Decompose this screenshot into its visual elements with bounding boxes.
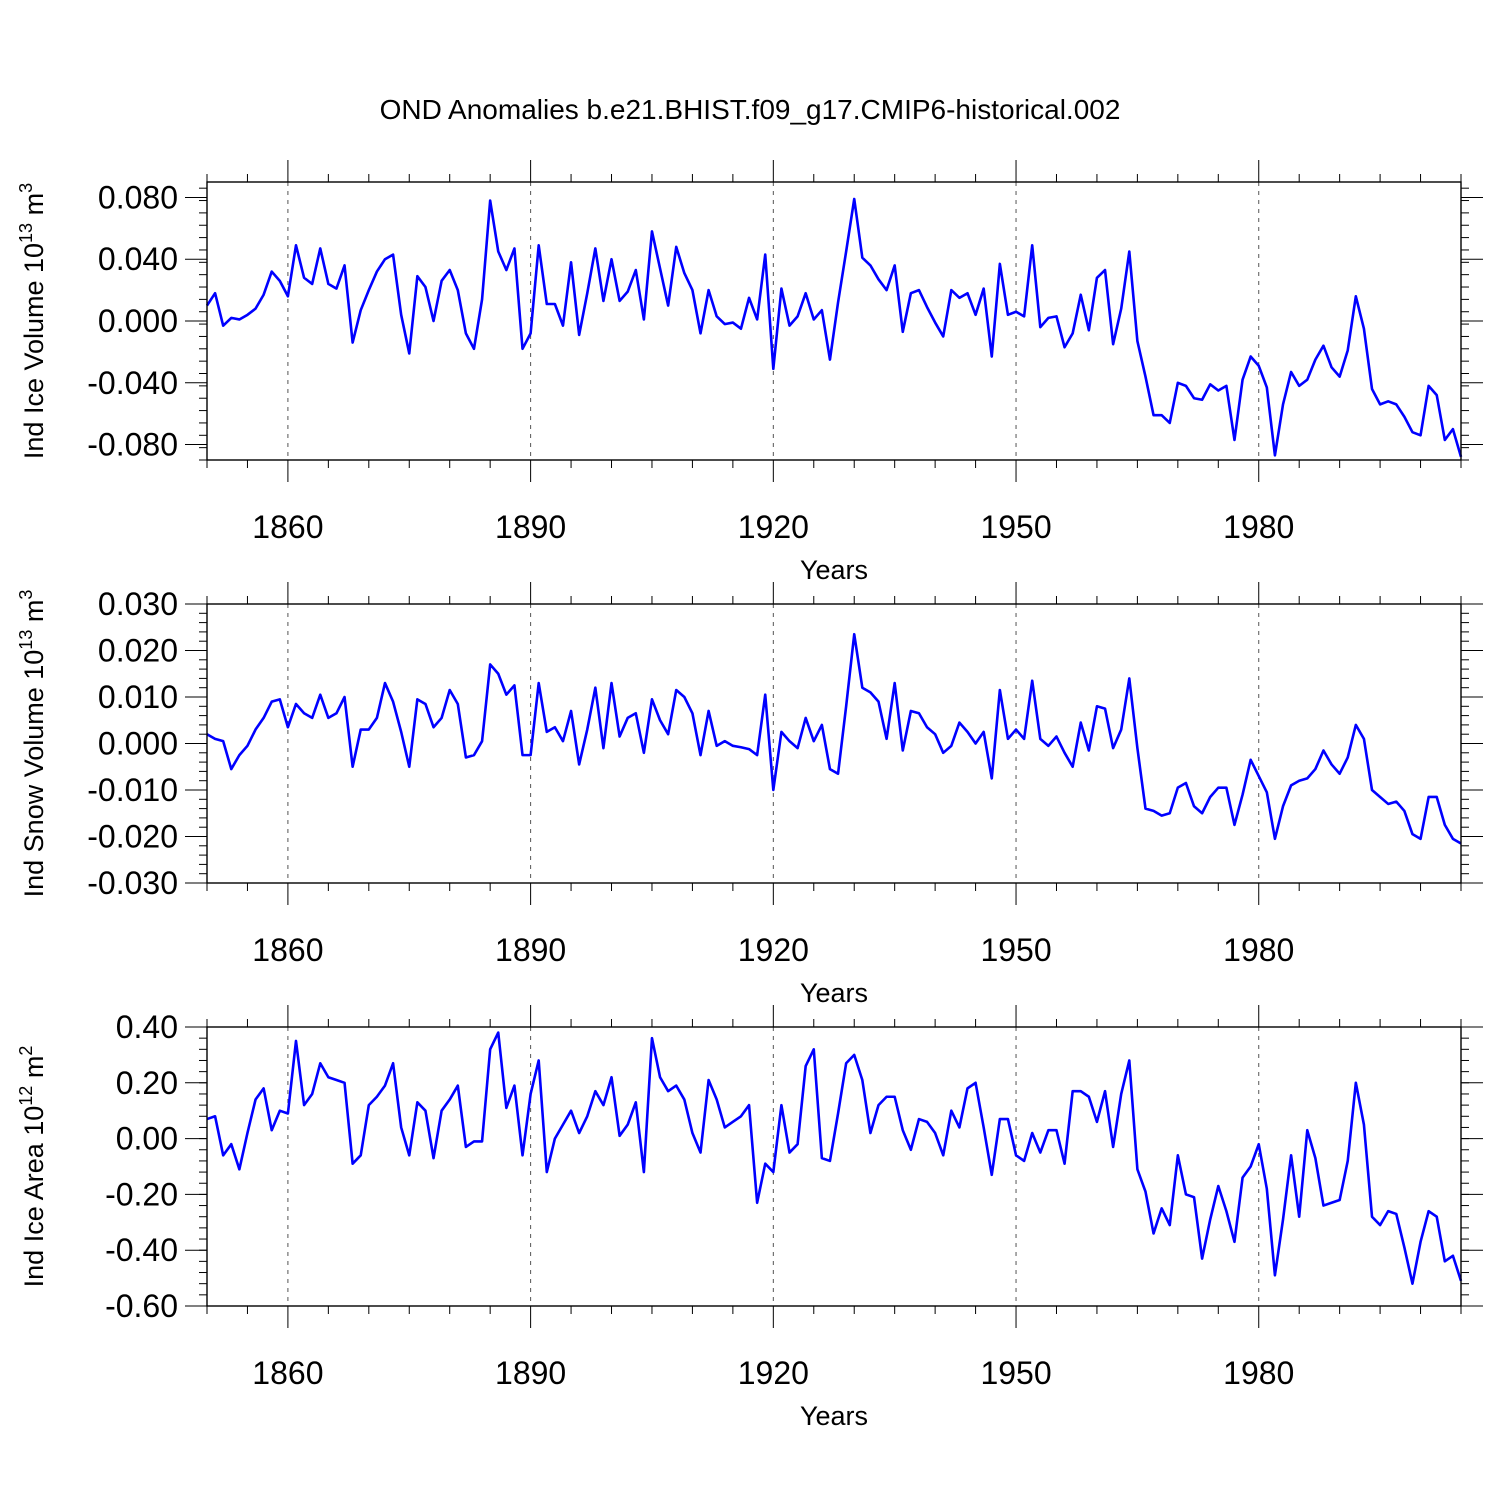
panel-2-plot-frame	[206, 603, 1462, 884]
panel-2-y-tick-label: 0.030	[98, 586, 178, 622]
panel-1-y-tick-label: 0.000	[98, 303, 178, 339]
panel-2-y-axis-label-exp: 13	[16, 630, 36, 650]
panel-3-x-tick-label: 1920	[738, 1355, 809, 1391]
panel-2-series-line	[206, 632, 1462, 845]
panel-1-x-tick-label: 1950	[980, 509, 1051, 545]
panel-3-y-tick-label: 0.00	[116, 1121, 178, 1157]
panel-3-y-axis-label-unit: m	[19, 1056, 49, 1086]
panel-3: 1860 1890 1920 1950 1980 -0.60 -0.40 -0.20 0.00 0…	[16, 1005, 1483, 1431]
panel-1-x-tick-label: 1890	[495, 509, 566, 545]
panel-1-y-tick-label: 0.040	[98, 241, 178, 277]
panel-2-y-axis-label-unit-exp: 3	[16, 590, 36, 600]
panel-2-y-axis-label-unit: m	[19, 600, 49, 630]
panel-2-x-tick-label: 1860	[252, 932, 323, 968]
panel-2-x-tick-label: 1920	[738, 932, 809, 968]
panel-3-plot-frame	[206, 1026, 1462, 1307]
panel-2-y-tick-label: 0.020	[98, 633, 178, 669]
panel-3-y-axis-label: Ind Ice Area 1012 m2	[16, 1046, 49, 1288]
panel-2-y-tick-label: -0.020	[87, 819, 178, 855]
panel-2-y-axis-label-text: Ind Snow Volume 10	[19, 650, 49, 898]
panel-1-plot-frame	[206, 181, 1462, 461]
panel-2-y-tick-label: -0.030	[87, 865, 178, 901]
panel-3-y-tick-label: 0.20	[116, 1065, 178, 1101]
panel-1-y-axis-label-exp: 13	[16, 223, 36, 243]
panel-3-y-axis-label-text: Ind Ice Area 10	[19, 1106, 49, 1288]
panel-2-x-tick-label: 1890	[495, 932, 566, 968]
panel-1-y-tick-label: 0.080	[98, 179, 178, 215]
panel-3-y-tick-label: -0.20	[105, 1176, 178, 1212]
panel-1-y-axis-label-unit-exp: 3	[16, 183, 36, 193]
panel-3-x-tick-label: 1980	[1223, 1355, 1294, 1391]
panel-1: 1860 1890 1920 1950 1980 -0.080 -0.040 0.000 0.0…	[16, 160, 1483, 585]
panel-2-x-axis-label: Years	[800, 978, 868, 1008]
panel-2-y-tick-label: 0.010	[98, 679, 178, 715]
panel-1-y-tick-label: -0.040	[87, 365, 178, 401]
panel-3-x-tick-label: 1890	[495, 1355, 566, 1391]
panel-2-y-tick-label: 0.000	[98, 726, 178, 762]
panel-1-y-axis-label-text: Ind Ice Volume 10	[19, 243, 49, 459]
panel-3-y-axis-label-unit-exp: 2	[16, 1046, 36, 1056]
panel-3-x-tick-label: 1860	[252, 1355, 323, 1391]
panel-3-x-axis-label: Years	[800, 1401, 868, 1431]
panel-2-y-tick-label: -0.010	[87, 772, 178, 808]
panel-1-x-axis-label: Years	[800, 555, 868, 585]
panel-2-y-axis-label: Ind Snow Volume 1013 m3	[16, 590, 49, 898]
panel-2-x-tick-label: 1980	[1223, 932, 1294, 968]
panel-2-x-tick-label: 1950	[980, 932, 1051, 968]
panel-1-y-axis-label-unit: m	[19, 193, 49, 223]
panels: 1860 1890 1920 1950 1980 -0.080 -0.040 0.000 0.0…	[16, 160, 1483, 1431]
chart-title: OND Anomalies b.e21.BHIST.f09_g17.CMIP6-…	[380, 94, 1121, 125]
panel-3-y-axis-label-exp: 12	[16, 1086, 36, 1106]
panel-3-x-tick-label: 1950	[980, 1355, 1051, 1391]
panel-3-y-tick-label: -0.60	[105, 1288, 178, 1324]
panel-1-x-tick-label: 1920	[738, 509, 809, 545]
panel-2: 1860 1890 1920 1950 1980 -0.030 -0.020 -0.010 0.…	[16, 582, 1483, 1008]
panel-3-y-tick-label: -0.40	[105, 1232, 178, 1268]
panel-1-y-axis-label: Ind Ice Volume 1013 m3	[16, 183, 49, 459]
panel-3-y-tick-label: 0.40	[116, 1009, 178, 1045]
panel-3-series-line	[206, 1031, 1463, 1285]
panel-1-x-tick-label: 1980	[1223, 509, 1294, 545]
panel-1-series-line	[205, 197, 1463, 458]
panel-1-y-tick-label: -0.080	[87, 427, 178, 463]
panel-1-x-tick-label: 1860	[252, 509, 323, 545]
